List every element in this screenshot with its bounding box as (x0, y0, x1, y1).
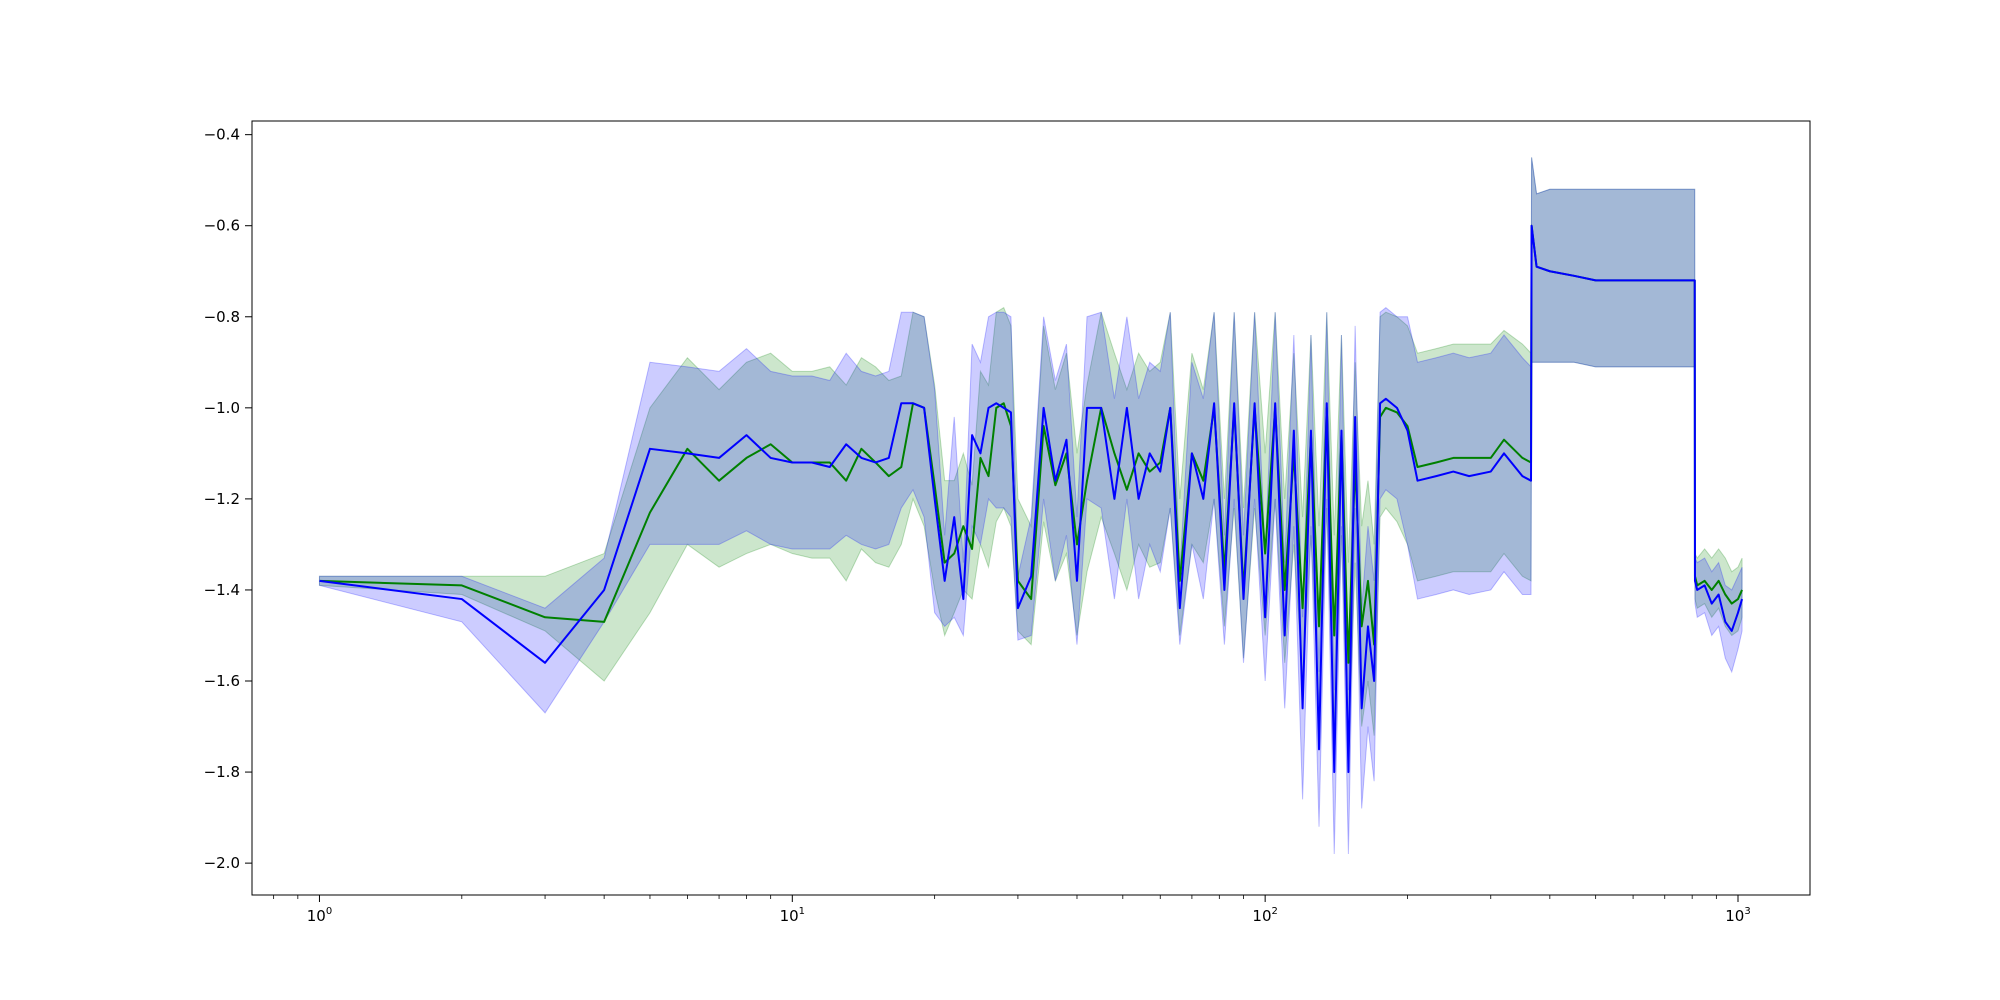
y-tick-label: −2.0 (204, 854, 240, 872)
x-tick-label: 100 (307, 906, 332, 925)
y-tick-label: −1.0 (204, 399, 240, 417)
y-tick-label: −0.6 (204, 217, 240, 235)
series-1-band (318, 157, 1743, 754)
y-tick-label: −1.4 (204, 581, 240, 599)
plot-area (318, 157, 1744, 855)
y-tick-label: −1.8 (204, 763, 240, 781)
x-tick-label: 101 (780, 906, 805, 925)
axes-frame (251, 120, 1811, 896)
x-tick-label: 103 (1725, 906, 1750, 925)
y-axis: −0.4 −0.6 −0.8 −1.0 −1.2 −1.4 −1.6 −1.8 −2.0 (204, 126, 252, 872)
y-tick-label: −1.2 (204, 490, 240, 508)
y-tick-label: −0.4 (204, 126, 240, 144)
series-layer (318, 157, 1744, 855)
y-tick-label: −1.6 (204, 672, 240, 690)
y-tick-label: −0.8 (204, 308, 240, 326)
x-tick-label: 102 (1252, 906, 1277, 925)
series-2-band (318, 157, 1743, 855)
x-axis: 100 101 102 103 (273, 895, 1751, 925)
series-2-line (319, 224, 1744, 774)
